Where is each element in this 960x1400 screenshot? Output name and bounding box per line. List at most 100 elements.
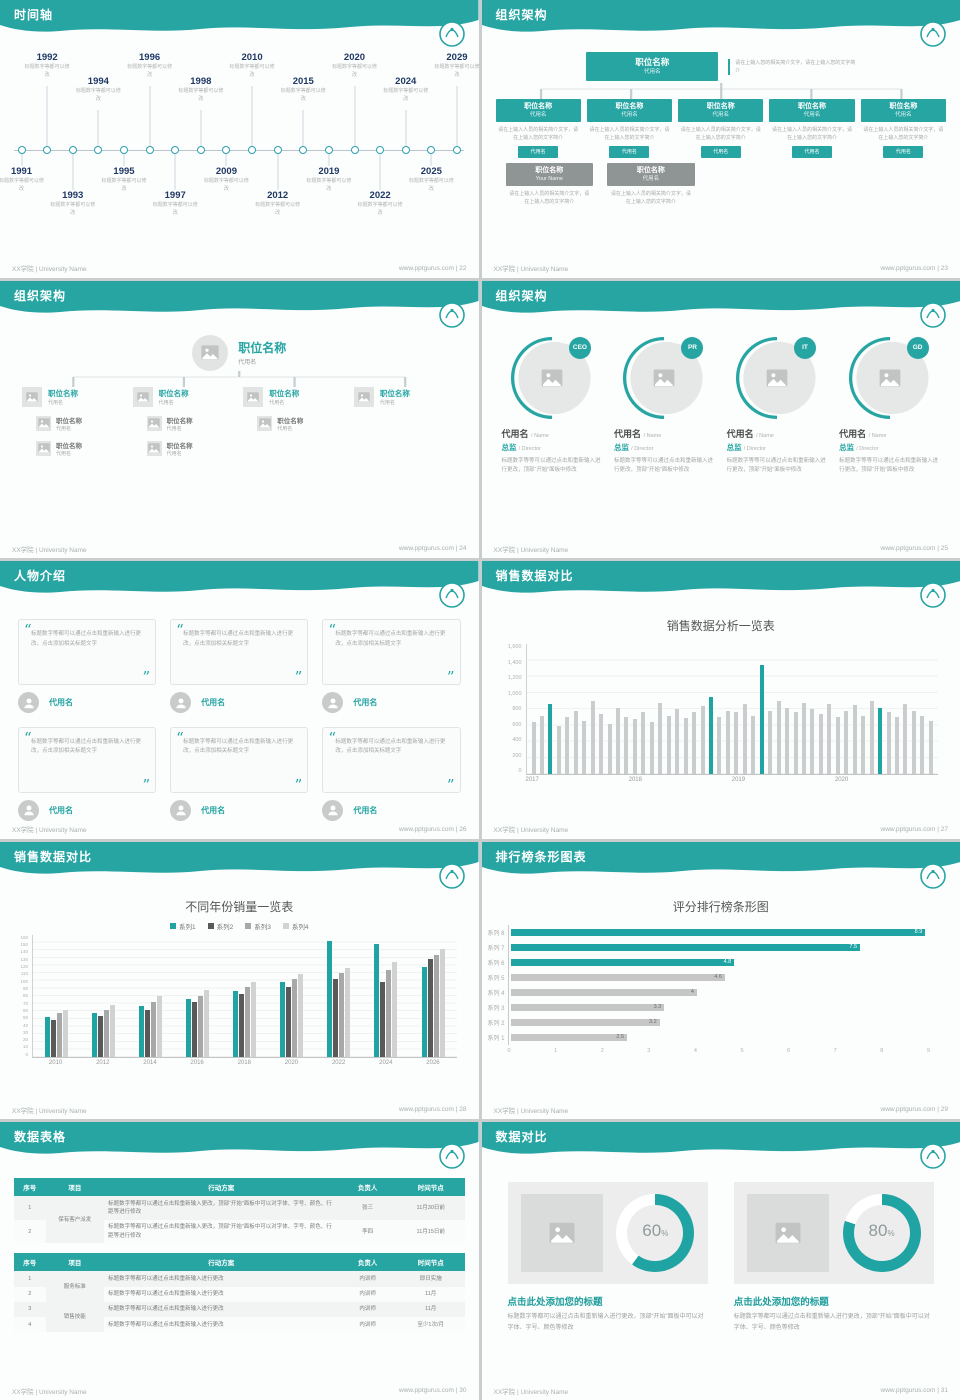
slide-footer: XX学院 | University Name www.pptgurus.com |… — [0, 542, 479, 555]
slide-28-sales-chart[interactable]: 销售数据对比 不同年份销量一览表 系列1 系列2 系列3 系列4 160 150 140 130… — [0, 841, 479, 1120]
footer-school: XX学院 | University Name — [12, 266, 87, 274]
cell-owner: 内训师 — [359, 1291, 376, 1298]
slide-22-timeline[interactable]: 时间轴 1991 标题数字等都可以修改 1992 标题数字等都可以修改 1993 标题数字… — [0, 0, 479, 278]
cell-time: 11月30日前 — [416, 1205, 445, 1212]
timeline-connector — [149, 86, 151, 146]
profile-name: 代用名 / Name — [839, 428, 887, 439]
quote-cell: “标题数字等都可以通过点击和重新输入进行更改，点击添加相关标题文字 ” 代用名 — [322, 619, 461, 715]
slide-25-org-profiles[interactable]: 组织架构 CEO 代用名 / Name 总监 / Director 标题数字等等可以通… — [481, 280, 960, 559]
slide-header: 组织架构 — [0, 280, 479, 328]
slide-26-people-intro[interactable]: 人物介绍 “标题数字等都可以通过点击和重新输入进行更改，点击添加相关标题文字” 代… — [0, 561, 479, 839]
timeline-caption: 标题数字等都可以修改 — [101, 178, 147, 192]
org-photo-thumb — [243, 386, 264, 407]
slide-header: 人物介绍 — [0, 561, 479, 608]
x-tick: 2019 — [731, 777, 746, 784]
timeline-connector — [123, 154, 125, 166]
chart-plot — [525, 644, 938, 776]
slide-27-sales-chart[interactable]: 销售数据对比 销售数据分析一览表 1,600 1,400 1,200 1,000 800 6… — [481, 561, 960, 839]
chart-bar — [139, 1006, 145, 1057]
org-branch: 职位名称 代用名 请在上输入人员的相关简介文字，请在上输入您的文字简介 代用名 — [769, 99, 855, 158]
footer-site: www.pptgurus.com | 22 — [399, 264, 467, 272]
value-label: 4.8 — [723, 959, 732, 966]
value-label: 4.6 — [714, 974, 722, 981]
y-tick: 1,600 — [507, 644, 522, 651]
org-position-box: 职位名称 代用名 — [495, 99, 581, 122]
quote-text: 标题数字等都可以通过点击和重新输入进行更改，点击添加相关标题文字 — [335, 738, 446, 755]
chart-legend: 系列1 系列2 系列3 系列4 — [0, 921, 479, 931]
chart-bar — [110, 1004, 116, 1057]
profiles-canvas: CEO 代用名 / Name 总监 / Director 标题数字等等可以通过点击和重… — [482, 327, 960, 543]
hbar-row: 系列 1 2.5 — [487, 1030, 931, 1045]
timeline-year: 2012 — [267, 190, 289, 201]
image-placeholder — [747, 1194, 830, 1273]
compare-canvas: 60% 点击此处添加您的标题 标题数字等都可以通过点击和重新输入进行更改，顶部“开始… — [482, 1168, 960, 1384]
hbar-row: 系列 5 4.6 — [487, 970, 931, 985]
slide-footer: XX学院 | University Name www.pptgurus.com |… — [0, 1384, 479, 1397]
slide-24-org-chart[interactable]: 组织架构 职位名称 代用名 职位名称 代用名 职位名称 代用名 职位名称 代用名 职位名称 代用名… — [0, 280, 479, 559]
timeline-connector — [277, 154, 279, 190]
chart-bar — [776, 701, 781, 775]
chart-bar: 2.5 — [510, 1033, 628, 1041]
footer-site: www.pptgurus.com | 30 — [399, 1387, 467, 1394]
series-label: 系列 4 — [487, 990, 505, 997]
chart-bar — [827, 704, 832, 775]
org-root-note: 请在上输入您的相关简介文字，请在上输入您的文字简介 — [728, 58, 855, 75]
slide-title: 销售数据对比 — [495, 569, 574, 584]
slide-30-data-tables[interactable]: 数据表格 序号 项目 行动方案 负责人 时间节点 1 保有客户派发 标题数字等都可以通过点击和… — [0, 1122, 479, 1400]
slide-title: 数据对比 — [495, 1130, 548, 1145]
bar-group — [362, 935, 409, 1057]
org-photo-thumb — [36, 415, 51, 431]
org-position-box: 职位名称 代用名 — [860, 99, 946, 122]
table-row: 1 保有客户派发 标题数字等都可以通过点击和重新输入更改，顶部“开始”面板中可以对字… — [14, 1196, 465, 1223]
bar-group — [410, 935, 457, 1057]
cell-no: 3 — [28, 1306, 32, 1313]
slide-29-ranking-chart[interactable]: 排行榜条形图表 评分排行榜条形图 系列 8 8.9 系列 7 7.5 系列 6 4.8 系列 … — [481, 841, 960, 1120]
timeline-year: 1991 — [10, 166, 33, 177]
chart-bar — [911, 710, 916, 775]
compare-block: 60% 点击此处添加您的标题 标题数字等都可以通过点击和重新输入进行更改，顶部“开始… — [507, 1182, 708, 1384]
timeline-dot — [17, 146, 26, 154]
slide-footer: XX学院 | University Name www.pptgurus.com |… — [0, 823, 479, 836]
profile-photo: GD — [848, 336, 931, 419]
timeline-dot — [68, 146, 77, 154]
chart-bar: 3.2 — [510, 1018, 660, 1026]
timeline-connector — [379, 154, 381, 190]
profile-photo: IT — [736, 336, 818, 419]
chart-bar — [590, 701, 595, 775]
close-quote-icon: ” — [142, 775, 151, 794]
footer-school: XX学院 | University Name — [12, 1107, 87, 1115]
open-quote-icon: “ — [328, 728, 336, 747]
donut-value: 60% — [627, 1205, 684, 1262]
table-row: 2 标题数字等都可以通过点击和重新输入进行更改 内训师 11月 — [14, 1286, 465, 1302]
header-wave — [0, 561, 479, 593]
timeline-year: 1995 — [113, 166, 135, 177]
chart-bar — [599, 714, 604, 775]
table-header-cell: 项目 — [45, 1178, 105, 1197]
compare-block: 80% 点击此处添加您的标题 标题数字等都可以通过点击和重新输入进行更改，顶部“开始… — [733, 1182, 934, 1384]
cell-owner: 内训师 — [359, 1306, 376, 1313]
chart-bar — [649, 722, 654, 775]
timeline-caption: 标题数字等都可以修改 — [306, 178, 352, 192]
org-photo-thumb — [36, 440, 51, 456]
chart-bar — [548, 704, 553, 775]
table-header-cell: 序号 — [14, 1178, 46, 1197]
org-node: 职位名称 代用名 — [243, 386, 346, 407]
timeline-entry: 1997 标题数字等都可以修改 — [151, 190, 199, 217]
hbar-row: 系列 8 8.9 — [487, 925, 931, 940]
slide-31-data-compare[interactable]: 数据对比 60% 点击此处添加您的标题 标题数字等都可以通过点击和重新输入进行更改，… — [481, 1122, 960, 1400]
slide-23-org-chart[interactable]: 组织架构 职位名称 代用名 请在上输入您的相关简介文字，请在上输入您的文字简介 职位名… — [481, 0, 960, 278]
profile-name: 代用名 / Name — [726, 428, 774, 439]
chart-bar — [692, 712, 697, 775]
timeline-caption: 标题数字等都可以修改 — [24, 64, 70, 78]
y-axis-labels: 1,600 1,400 1,200 1,000 800 600 400 200 0 — [496, 644, 526, 774]
timeline-year: 2025 — [420, 166, 442, 177]
x-axis-labels: 2017 2018 2019 2020 — [526, 777, 939, 783]
profile-desc: 标题数字等等可以通过点击和重新输入进行更改，顶部“开始”面板中修改 — [726, 457, 826, 474]
org-photo-thumb — [146, 415, 162, 431]
slide-footer: XX学院 | University Name www.pptgurus.com |… — [0, 262, 479, 275]
y-tick: 70 — [22, 1000, 28, 1006]
series-label: 系列 2 — [487, 1020, 505, 1027]
chart-bar — [894, 717, 899, 775]
value-label: 4 — [690, 989, 694, 996]
